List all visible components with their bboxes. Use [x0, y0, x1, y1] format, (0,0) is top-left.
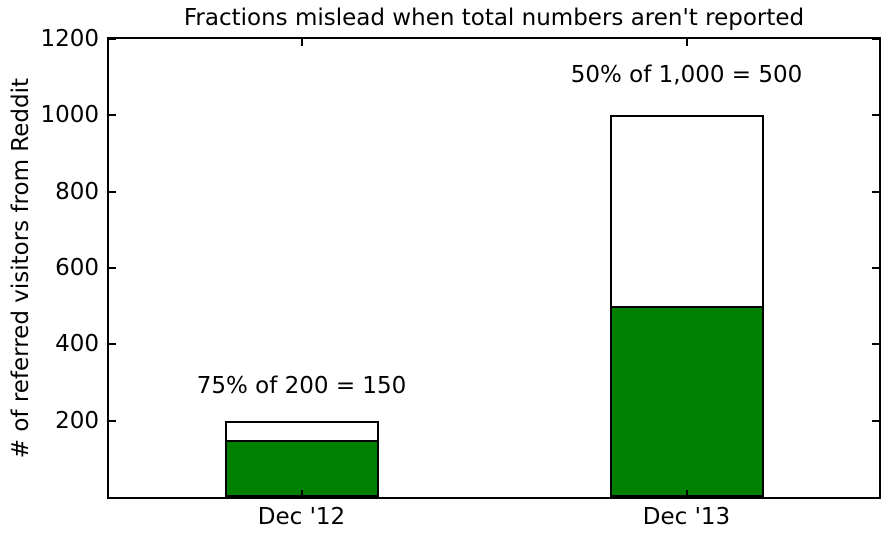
annotation-text: 50% of 1,000 = 500: [570, 62, 803, 89]
x-tick-mark-bottom: [685, 490, 688, 497]
y-tick-label: 1000: [40, 102, 99, 129]
y-tick-label: 600: [55, 255, 99, 281]
y-tick-mark-left: [109, 114, 116, 117]
y-tick-mark-left: [109, 343, 116, 346]
bar-fraction: [224, 439, 379, 497]
y-tick-label: 200: [55, 407, 99, 434]
y-tick-mark-right: [872, 343, 879, 346]
y-tick-mark-right: [872, 419, 879, 422]
y-tick-mark-right: [872, 114, 879, 117]
y-tick-mark-right: [872, 38, 879, 40]
y-tick-mark-left: [109, 419, 116, 422]
x-tick-label: Dec '13: [642, 504, 731, 530]
chart-title: Fractions mislead when total numbers are…: [183, 5, 805, 31]
x-tick-mark-top: [685, 39, 688, 46]
y-tick-label: 800: [55, 178, 99, 205]
y-tick-mark-left: [109, 267, 116, 269]
y-tick-mark-right: [872, 267, 879, 269]
x-tick-label: Dec '12: [257, 504, 346, 530]
bar-fraction: [609, 306, 764, 497]
plot-area: 75% of 200 = 150 50% of 1,000 = 500: [107, 37, 881, 499]
y-tick-mark-right: [872, 190, 879, 193]
x-tick-mark-bottom: [300, 490, 303, 497]
y-tick-mark-left: [109, 38, 116, 40]
y-tick-label: 400: [55, 331, 99, 358]
annotation-text: 75% of 200 = 150: [196, 373, 407, 400]
y-tick-label: 1200: [40, 26, 99, 52]
y-tick-mark-left: [109, 190, 116, 193]
x-tick-mark-top: [300, 39, 303, 46]
